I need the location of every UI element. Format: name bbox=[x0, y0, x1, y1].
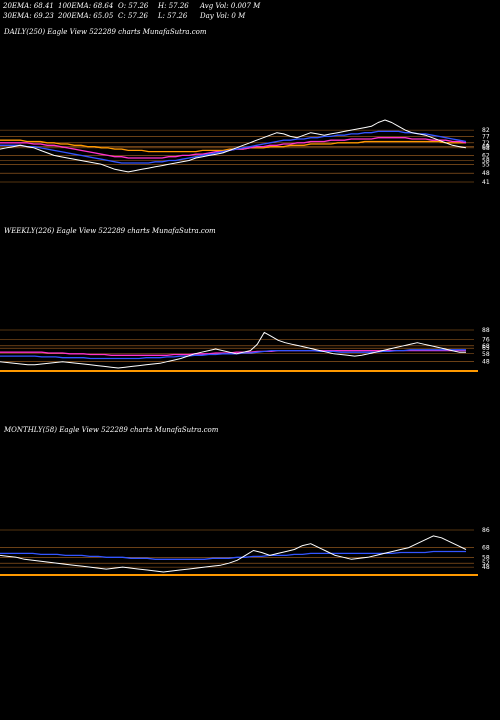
ema200-label: 200EMA: 65.05 bbox=[58, 12, 114, 20]
day-vol-label: Day Vol: 0 M bbox=[200, 12, 246, 20]
price-line bbox=[0, 119, 467, 173]
y-tick-label: 48 bbox=[482, 564, 490, 571]
y-tick-label: 48 bbox=[482, 170, 490, 177]
y-tick-label: 65 bbox=[482, 345, 490, 352]
ema-blue-line bbox=[0, 130, 467, 164]
y-tick-label: 58 bbox=[482, 351, 490, 358]
y-tick-label: 68 bbox=[482, 545, 490, 552]
y-tick-label: 48 bbox=[482, 359, 490, 366]
y-tick-label: 77 bbox=[482, 133, 490, 140]
open-label: O: 57.26 bbox=[118, 2, 149, 10]
y-tick-label: 58 bbox=[482, 554, 490, 561]
y-tick-label: 62 bbox=[482, 152, 490, 159]
close-label: C: 57.26 bbox=[118, 12, 148, 20]
y-tick-label: 52 bbox=[482, 560, 490, 567]
y-tick-label: 72 bbox=[482, 140, 490, 147]
daily-panel-title: DAILY(250) Eagle View 522289 charts Muna… bbox=[4, 28, 207, 36]
y-tick-label: 88 bbox=[482, 327, 490, 334]
high-label: H: 57.26 bbox=[158, 2, 189, 10]
ema-blue-line bbox=[0, 550, 466, 560]
avg-vol-label: Avg Vol: 0.007 M bbox=[200, 2, 261, 10]
y-tick-label: 55 bbox=[482, 161, 490, 168]
ema30-label: 30EMA: 69.23 bbox=[3, 12, 54, 20]
monthly-panel-title: MONTHLY(58) Eagle View 522289 charts Mun… bbox=[4, 426, 219, 434]
y-tick-label: 82 bbox=[482, 127, 490, 134]
low-label: L: 57.26 bbox=[158, 12, 188, 20]
price-line bbox=[0, 535, 467, 573]
y-tick-label: 68 bbox=[482, 343, 490, 350]
y-tick-label: 41 bbox=[482, 179, 490, 186]
ema20-label: 20EMA: 68.41 bbox=[3, 2, 54, 10]
price-line bbox=[0, 331, 466, 369]
y-tick-label: 86 bbox=[482, 527, 490, 534]
y-tick-label: 58 bbox=[482, 157, 490, 164]
y-tick-label: 68 bbox=[482, 145, 490, 152]
ema-blue-line bbox=[0, 349, 466, 360]
ema100-label: 100EMA: 68.64 bbox=[58, 2, 114, 10]
weekly-panel-title: WEEKLY(226) Eagle View 522289 charts Mun… bbox=[4, 227, 216, 235]
y-tick-label: 69 bbox=[482, 144, 490, 151]
y-tick-label: 76 bbox=[482, 337, 490, 344]
